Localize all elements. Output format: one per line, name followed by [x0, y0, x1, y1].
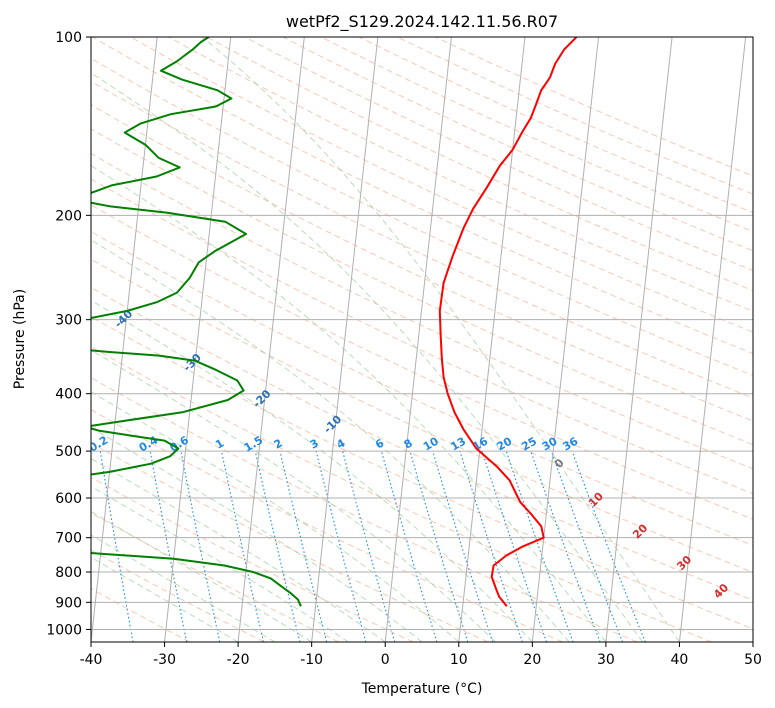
x-tick-label: -10: [300, 652, 323, 668]
mixing-ratio-line: [315, 450, 367, 642]
mixing-ratio-lines: [99, 450, 646, 642]
mixing-ratio-line: [254, 450, 301, 642]
y-axis-ticks: 100 200 300 400 500 600 700 800 900 1000: [46, 30, 91, 638]
x-tick-label: 30: [597, 652, 615, 668]
isotherm-line: [531, 37, 600, 642]
dry-adiabat-line: [91, 152, 753, 470]
mixing-ratio-line: [550, 450, 624, 642]
dry-adiabat-line: [91, 80, 753, 399]
dry-adiabat-line: [91, 377, 638, 642]
isotherm-line: [91, 37, 158, 642]
dry-adiabat-line: [91, 409, 563, 642]
y-tick-label: 700: [55, 531, 82, 547]
isotherm-line: [678, 37, 747, 642]
x-axis-label: Temperature (°C): [361, 681, 483, 697]
x-tick-label: 10: [450, 652, 468, 668]
x-tick-label: 50: [744, 652, 762, 668]
mixing-ratio-line: [380, 450, 438, 642]
dry-adiabat-line: [91, 512, 340, 642]
moist-adiabat-line: [91, 511, 312, 642]
mixing-ratio-line: [149, 450, 188, 642]
x-tick-label: 40: [671, 652, 689, 668]
isotherm-line: [458, 37, 526, 642]
dry-adiabat-line: [91, 346, 712, 642]
plot-area: 0.10.20.40.611.52346810131620253036-100-…: [91, 37, 753, 642]
moist-adiabats: [91, 37, 680, 642]
y-axis-label: Pressure (hPa): [12, 289, 28, 389]
mixing-ratio-line: [505, 450, 574, 642]
isotherm-lines: [91, 37, 753, 642]
mixing-ratio-line: [459, 450, 524, 642]
moist-adiabat-line: [91, 534, 276, 642]
y-tick-label: 500: [55, 444, 82, 460]
profile-series: [91, 37, 578, 607]
moist-adiabat-line: [91, 239, 570, 642]
y-tick-label: 900: [55, 595, 82, 611]
y-tick-label: 200: [55, 208, 82, 224]
isotherm-line: [237, 37, 305, 642]
x-tick-label: -20: [227, 652, 250, 668]
mixing-ratio-line: [220, 450, 265, 642]
x-axis-ticks: -40 -30 -20 -10 0 10 20 30 40 50: [80, 642, 762, 668]
y-tick-label: 400: [55, 387, 82, 403]
moist-adiabat-line: [91, 426, 423, 642]
y-tick-label: 800: [55, 565, 82, 581]
dry-adiabat-line: [91, 442, 489, 642]
moist-adiabat-line: [91, 165, 607, 642]
dry-adiabat-line: [91, 315, 753, 630]
y-tick-label: 300: [55, 313, 82, 329]
isotherm-line: [384, 37, 452, 642]
y-tick-label: 1000: [46, 622, 82, 638]
moist-adiabat-line: [91, 349, 496, 642]
plot-frame: [90, 36, 754, 643]
pressure-gridlines: [91, 37, 753, 630]
isotherm-line: [605, 37, 673, 642]
dry-adiabat-line: [91, 549, 265, 642]
x-tick-label: -30: [153, 652, 176, 668]
x-tick-label: -40: [80, 652, 103, 668]
dry-adiabat-line: [91, 178, 753, 495]
moist-adiabat-line: [201, 37, 680, 642]
mixing-ratio-line: [432, 450, 494, 642]
moist-adiabat-line: [91, 72, 644, 642]
moist-adiabat-line: [91, 485, 349, 642]
mixing-ratio-line: [279, 450, 328, 642]
temperature-profile-line: [438, 37, 578, 607]
x-tick-label: 0: [381, 652, 390, 668]
y-tick-label: 100: [55, 30, 82, 46]
moist-adiabat-line: [91, 391, 460, 642]
isotherm-line: [311, 37, 379, 642]
mixing-ratio-line: [180, 450, 221, 642]
x-tick-label: 20: [523, 652, 541, 668]
mixing-ratio-line: [481, 450, 548, 642]
dry-adiabat-line: [91, 104, 753, 422]
y-tick-label: 600: [55, 491, 82, 507]
dewpoint-profile-line: [91, 37, 302, 607]
mixing-ratio-line: [530, 450, 601, 642]
mixing-ratio-line: [409, 450, 469, 642]
dry-adiabat-line: [130, 37, 753, 333]
chart-title: wetPf2_S129.2024.142.11.56.R07: [286, 12, 558, 32]
dry-adiabat-line: [168, 37, 753, 312]
moist-adiabat-line: [91, 556, 239, 642]
isotherm-line: [164, 37, 232, 642]
